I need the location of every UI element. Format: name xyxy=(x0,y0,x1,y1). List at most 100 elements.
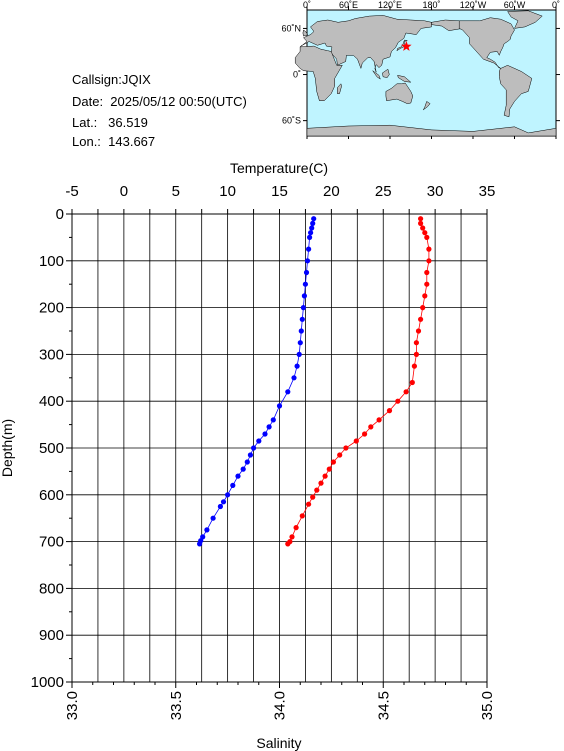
depth-tick-label: 0 xyxy=(56,206,64,223)
salinity-point xyxy=(422,293,428,299)
salinity-point xyxy=(426,246,432,252)
temperature-point xyxy=(235,473,241,479)
salinity-point xyxy=(424,281,430,287)
temperature-point xyxy=(197,541,203,547)
salinity-point xyxy=(409,379,415,386)
salinity-point xyxy=(306,501,312,507)
map-ticks xyxy=(303,6,560,139)
temperature-point xyxy=(307,234,313,240)
salinity-point xyxy=(310,494,316,500)
salinity-point xyxy=(426,258,432,264)
temperature-point xyxy=(285,389,291,395)
map-landmasses xyxy=(294,10,557,137)
salinity-point xyxy=(420,225,426,231)
latitude-label: Lat.: 36.519 xyxy=(72,115,148,130)
map-lon-label: 0˚ xyxy=(552,0,560,10)
salinity-tick-label: 33.5 xyxy=(168,691,185,720)
temperature-tick-label: 20 xyxy=(323,183,340,200)
salinity-point xyxy=(362,431,368,437)
temperature-point xyxy=(298,328,304,334)
salinity-point xyxy=(411,363,417,369)
map-lon-label: 120˚W xyxy=(460,0,487,10)
salinity-point xyxy=(289,534,295,540)
chart-minor-ticks xyxy=(69,236,488,688)
landmass-new-guinea xyxy=(397,74,412,83)
salinity-tick-label: 34.0 xyxy=(272,691,289,720)
salinity-point xyxy=(418,216,424,222)
salinity-point xyxy=(353,438,359,444)
map-lon-label: 180˚ xyxy=(422,0,440,10)
temperature-point xyxy=(276,403,283,409)
salinity-point xyxy=(422,230,428,236)
temperature-point xyxy=(291,375,297,381)
date-label: Date: 2025/05/12 00:50(UTC) xyxy=(72,94,247,109)
temperature-point xyxy=(302,281,308,287)
depth-axis-title: Depth(m) xyxy=(0,419,15,477)
temperature-tick-label: 10 xyxy=(219,183,236,200)
temperature-point xyxy=(306,246,312,252)
salinity-point xyxy=(376,417,382,423)
salinity-point xyxy=(413,340,419,346)
temperature-point xyxy=(297,340,303,346)
salinity-tick-label: 33.0 xyxy=(64,691,81,720)
landmass-alaska xyxy=(431,19,463,31)
temperature-point xyxy=(240,466,246,472)
map-lon-label: 120˚E xyxy=(378,0,402,10)
salinity-tick-label: 35.0 xyxy=(479,691,496,720)
salinity-point xyxy=(326,466,332,472)
depth-tick-label: 200 xyxy=(39,300,64,317)
landmass-japan xyxy=(396,39,408,52)
temperature-point xyxy=(300,305,306,311)
temperature-point xyxy=(311,216,317,222)
map-lat-label: 60˚N xyxy=(281,23,301,33)
salinity-point xyxy=(330,459,336,465)
temperature-point xyxy=(270,417,276,423)
salinity-point xyxy=(424,234,430,240)
temperature-tick-label: -5 xyxy=(65,183,78,200)
landmass-sumatra xyxy=(372,70,381,80)
landmass-madagascar xyxy=(337,83,342,94)
temperature-point xyxy=(204,527,210,533)
temperature-point xyxy=(299,316,305,322)
temperature-point xyxy=(304,258,311,264)
longitude-label: Lon.: 143.667 xyxy=(72,134,156,149)
temperature-tick-label: 5 xyxy=(172,183,180,200)
temperature-point xyxy=(225,492,231,498)
landmass-australia xyxy=(385,82,414,104)
salinity-point xyxy=(368,424,374,430)
temperature-tick-label: 15 xyxy=(271,183,288,200)
temperature-tick-label: 30 xyxy=(427,183,444,200)
map-lon-label: 60˚W xyxy=(504,0,526,10)
temperature-point xyxy=(244,459,250,465)
landmass-new-zealand xyxy=(422,101,431,111)
callsign-label: Callsign:JQIX xyxy=(72,72,151,87)
depth-tick-label: 600 xyxy=(39,487,64,504)
salinity-point xyxy=(403,389,409,395)
temperature-point xyxy=(309,225,315,231)
landmass-greenland xyxy=(507,10,543,29)
depth-tick-label: 500 xyxy=(39,440,64,457)
salinity-point xyxy=(314,487,320,493)
temperature-point xyxy=(262,431,268,437)
salinity-point xyxy=(285,541,291,547)
temperature-point xyxy=(308,230,314,236)
temperature-point xyxy=(303,269,310,276)
temperature-point xyxy=(294,363,300,369)
temperature-point xyxy=(266,424,272,430)
salinity-point xyxy=(386,408,393,414)
series-layer xyxy=(197,216,432,547)
depth-tick-label: 1000 xyxy=(31,674,64,691)
temperature-tick-labels: -5 0 5 10 15 20 25 30 35 xyxy=(65,183,495,200)
depth-tick-label: 700 xyxy=(39,534,64,551)
temperature-point xyxy=(220,499,227,505)
temperature-tick-label: 35 xyxy=(479,183,496,200)
map-latitude-labels: 60˚N 0˚ 60˚S xyxy=(281,23,301,125)
depth-tick-label: 100 xyxy=(39,253,64,270)
salinity-axis-title: Salinity xyxy=(256,735,301,751)
salinity-point xyxy=(424,269,430,276)
temperature-point xyxy=(301,293,307,299)
salinity-point xyxy=(418,220,424,226)
depth-tick-labels: 0 100 200 300 400 500 600 700 800 900 1000 xyxy=(31,206,64,691)
map-lon-label: 60˚E xyxy=(339,0,358,10)
